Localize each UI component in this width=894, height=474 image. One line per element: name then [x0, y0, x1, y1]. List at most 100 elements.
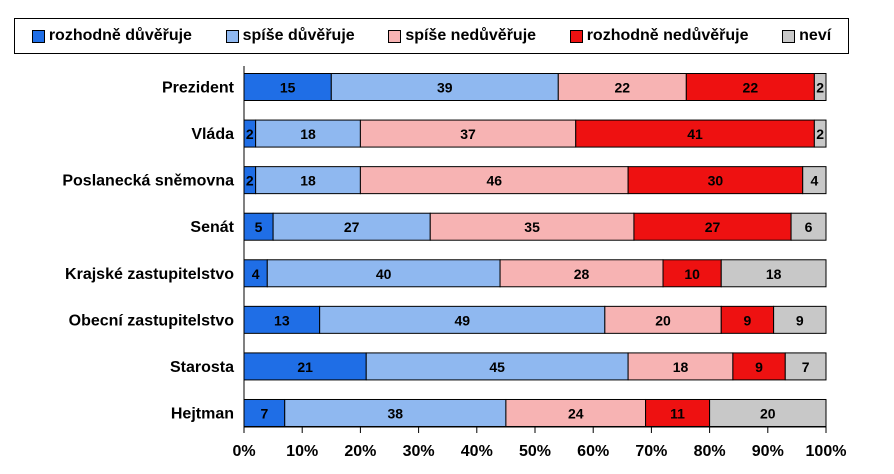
bar-segment [499, 259, 664, 288]
data-label: 2 [816, 80, 824, 96]
data-label: 35 [524, 219, 540, 235]
category-label: Senát [190, 219, 234, 236]
data-label: 18 [766, 266, 782, 282]
bar-segment [243, 73, 332, 101]
bar-segment [272, 212, 431, 241]
data-label: 38 [388, 405, 404, 421]
bar-segment [685, 73, 815, 101]
x-tick-label: 90% [752, 443, 784, 460]
bar-segment [284, 398, 507, 427]
bar-segment [784, 352, 827, 381]
data-label: 18 [300, 173, 316, 189]
category-label: Prezident [162, 80, 235, 97]
legend-label: neví [799, 27, 832, 44]
legend-swatch [388, 29, 402, 43]
category-label: Krajské zastupitelstvo [65, 266, 234, 283]
bar-segment [720, 305, 775, 334]
legend-label: spíše důvěřuje [242, 27, 355, 44]
legend-swatch [31, 29, 45, 43]
data-label: 18 [673, 359, 689, 375]
data-label: 4 [810, 173, 818, 189]
x-tick-label: 30% [403, 443, 435, 460]
bar-segment [243, 305, 321, 334]
bar-segment [645, 398, 711, 427]
data-label: 39 [437, 80, 453, 96]
x-tick-label: 100% [806, 443, 847, 460]
bar-segment [505, 398, 647, 427]
bar-segment [773, 305, 827, 334]
data-label: 18 [300, 126, 316, 142]
data-label: 41 [687, 126, 703, 142]
data-label: 9 [755, 359, 763, 375]
bar-segment [255, 119, 361, 148]
data-label: 11 [670, 405, 685, 421]
data-label: 2 [246, 126, 254, 142]
legend-label: spíše nedůvěřuje [405, 27, 537, 44]
data-label: 27 [705, 219, 721, 235]
bar-segment [330, 73, 559, 101]
legend-item-nevi: neví [782, 27, 831, 45]
legend-item-rozhodne-duveruje: rozhodně důvěřuje [31, 27, 192, 45]
data-label: 27 [344, 219, 360, 235]
data-label: 4 [252, 266, 260, 282]
x-tick-label: 40% [461, 443, 493, 460]
data-label: 22 [743, 80, 759, 96]
bar-segment [365, 352, 629, 381]
data-label: 46 [486, 173, 502, 189]
chart-legend: rozhodně důvěřuje spíše důvěřuje spíše n… [14, 18, 849, 54]
data-label: 37 [460, 126, 476, 142]
data-label: 9 [744, 312, 752, 328]
bar-segment [604, 305, 722, 334]
data-label: 40 [376, 266, 392, 282]
category-label: Starosta [170, 359, 234, 376]
data-label: 15 [280, 80, 296, 96]
legend-label: rozhodně důvěřuje [48, 27, 192, 44]
x-tick-label: 70% [635, 443, 667, 460]
legend-item-spise-neduveruje: spíše nedůvěřuje [388, 27, 536, 45]
x-tick-label: 50% [519, 443, 551, 460]
x-tick-label: 10% [286, 443, 318, 460]
legend-label: rozhodně nedůvěřuje [586, 27, 749, 44]
data-label: 7 [802, 359, 810, 375]
bar-segment [662, 259, 722, 288]
data-label: 49 [454, 312, 470, 328]
data-label: 45 [489, 359, 505, 375]
category-label: Vláda [191, 126, 234, 143]
x-tick-label: 20% [344, 443, 376, 460]
data-label: 13 [274, 312, 290, 328]
bar-segment [709, 398, 827, 427]
category-label: Obecní zastupitelstvo [69, 312, 235, 329]
bar-segment [813, 119, 827, 148]
data-label: 22 [615, 80, 631, 96]
bar-segment [802, 166, 827, 195]
data-label: 6 [805, 219, 813, 235]
legend-swatch [782, 29, 796, 43]
category-label: Poslanecká sněmovna [62, 173, 234, 190]
x-tick-label: 80% [694, 443, 726, 460]
legend-swatch [225, 29, 239, 43]
legend-item-rozhodne-neduveruje: rozhodně nedůvěřuje [569, 27, 749, 45]
x-tick-label: 0% [232, 443, 255, 460]
data-label: 20 [655, 312, 671, 328]
bar-segment [319, 305, 606, 334]
bar-segment [720, 259, 827, 288]
data-label: 21 [297, 359, 313, 375]
legend-item-spise-duveruje: spíše důvěřuje [225, 27, 355, 45]
data-label: 2 [816, 126, 824, 142]
data-label: 2 [246, 173, 254, 189]
legend-swatch [569, 29, 583, 43]
bar-segment [575, 119, 815, 148]
x-tick-label: 60% [577, 443, 609, 460]
data-label: 30 [708, 173, 724, 189]
data-label: 24 [568, 405, 584, 421]
bar-segment [790, 212, 827, 241]
data-label: 20 [760, 405, 776, 421]
bar-segment [557, 73, 687, 101]
data-label: 5 [255, 219, 263, 235]
bar-segment [813, 73, 827, 101]
bar-segment [429, 212, 635, 241]
data-label: 28 [574, 266, 590, 282]
data-label: 10 [684, 266, 700, 282]
category-label: Hejtman [171, 405, 234, 422]
